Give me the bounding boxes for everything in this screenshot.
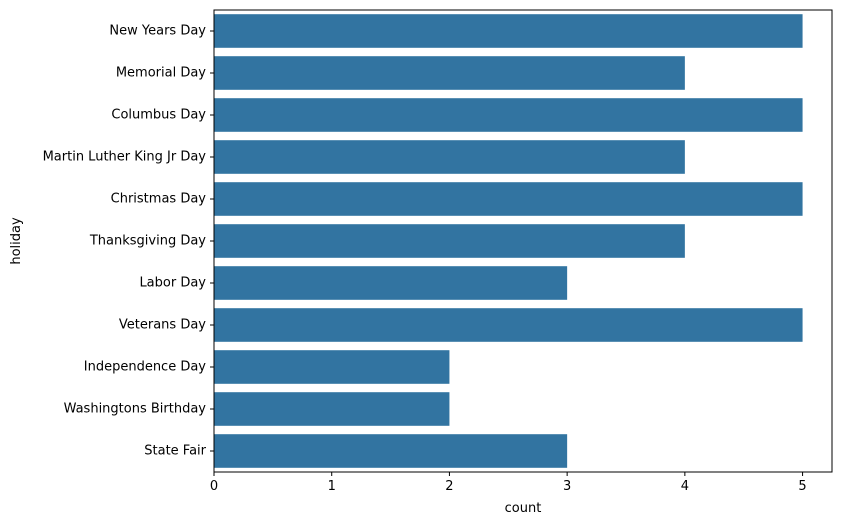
bar-columbus-day bbox=[214, 98, 803, 132]
x-tick-label: 4 bbox=[681, 479, 689, 494]
x-tick-label: 3 bbox=[563, 479, 571, 494]
y-tick-label: Washingtons Birthday bbox=[64, 402, 207, 417]
bar-veterans-day bbox=[214, 308, 803, 342]
bar-labor-day bbox=[214, 266, 568, 300]
bar-christmas-day bbox=[214, 182, 803, 216]
y-tick-label: Martin Luther King Jr Day bbox=[43, 150, 207, 165]
y-tick-label: Columbus Day bbox=[111, 108, 206, 123]
y-tick-label: Independence Day bbox=[84, 360, 207, 375]
x-tick-label: 0 bbox=[210, 479, 218, 494]
bar-memorial-day bbox=[214, 56, 685, 90]
y-tick-label: Labor Day bbox=[139, 276, 206, 291]
x-axis-label: count bbox=[505, 501, 542, 516]
bar-thanksgiving-day bbox=[214, 224, 685, 258]
y-tick-label: Christmas Day bbox=[111, 192, 207, 207]
y-tick-label: State Fair bbox=[144, 444, 206, 459]
y-axis-label: holiday bbox=[9, 217, 24, 265]
ticks-layer: New Years Day Memorial Day Columbus Day Mar… bbox=[43, 24, 807, 495]
y-tick-label: Thanksgiving Day bbox=[89, 234, 206, 249]
bar-martin-luther-king-jr-day bbox=[214, 140, 685, 174]
bar-new-years-day bbox=[214, 14, 803, 48]
y-tick-label: Memorial Day bbox=[116, 66, 206, 81]
bars-layer bbox=[214, 14, 803, 468]
bar-washingtons-birthday bbox=[214, 392, 450, 426]
x-tick-label: 2 bbox=[445, 479, 453, 494]
y-tick-label: Veterans Day bbox=[119, 318, 206, 333]
x-tick-label: 1 bbox=[328, 479, 336, 494]
bar-independence-day bbox=[214, 350, 450, 384]
bar-state-fair bbox=[214, 434, 568, 468]
x-tick-label: 5 bbox=[798, 479, 806, 494]
y-tick-label: New Years Day bbox=[109, 24, 206, 39]
